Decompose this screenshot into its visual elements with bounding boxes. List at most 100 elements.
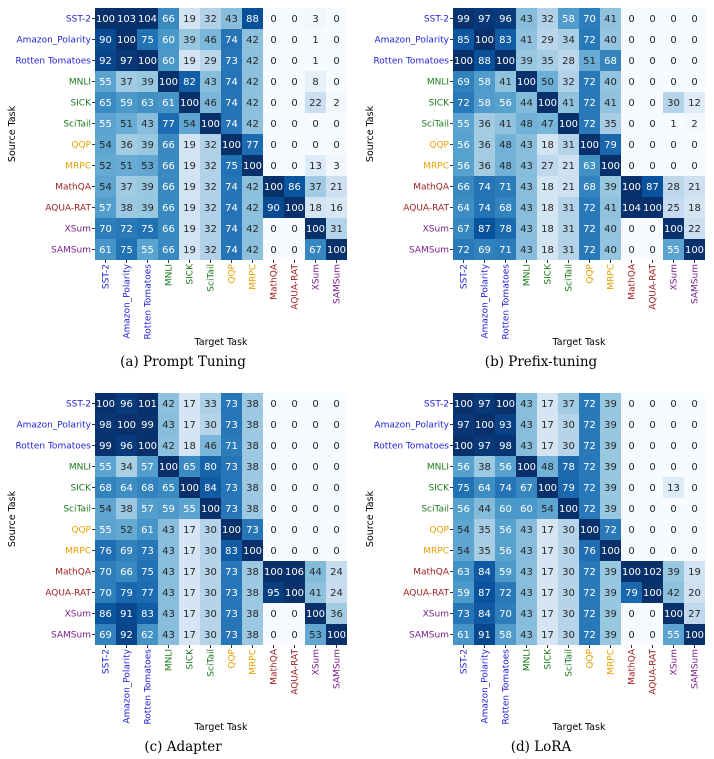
cell-value-label: 104 [138,14,157,25]
cell-value-label: 43 [520,140,533,151]
heatmap-cell [453,498,474,519]
cell-value-label: 39 [667,567,680,578]
heatmap-cell [474,239,495,260]
cell-value-label: 0 [649,420,655,431]
cell-value-label: 43 [520,14,533,25]
cell-value-label: 0 [649,245,655,256]
cell-value-label: 70 [99,588,112,599]
cell-value-label: 73 [225,630,238,641]
heatmap-cell [200,477,221,498]
heatmap-cell [642,155,663,176]
cell-value-label: 0 [649,483,655,494]
cell-value-label: 66 [162,203,175,214]
cell-value-label: 100 [517,462,536,473]
heatmap-cell [179,414,200,435]
cell-value-label: 42 [246,224,259,235]
cell-value-label: 18 [541,140,554,151]
cell-value-label: 0 [670,525,676,536]
heatmap-cell [663,113,684,134]
cell-value-label: 65 [183,462,196,473]
cell-value-label: 73 [141,546,154,557]
cell-value-label: 55 [99,119,112,130]
heatmap-cell [116,218,137,239]
cell-value-label: 31 [330,224,343,235]
heatmap-cell [158,50,179,71]
cell-value-label: 17 [183,399,196,410]
cell-value-label: 83 [225,546,238,557]
heatmap-cell [221,218,242,239]
cell-value-label: 17 [541,630,554,641]
heatmap-cell [179,603,200,624]
x-tick-label: SICK [186,263,196,285]
heatmap-cell [263,456,284,477]
heatmap-cell [600,477,621,498]
heatmap-cell [684,239,705,260]
cell-value-label: 22 [688,224,701,235]
heatmap-cell [200,393,221,414]
heatmap-cell [326,176,347,197]
heatmap-panel-b: 99 97 96 43 32 58 70 41 0 0 0 085 100 83 41 29 34 72 40 0 0 0… [365,8,705,370]
cell-value-label: 0 [291,35,297,46]
cell-value-label: 56 [457,140,470,151]
heatmap-cell [537,92,558,113]
heatmap-cell [158,435,179,456]
heatmap-cell [663,414,684,435]
heatmap-cell [200,603,221,624]
heatmap-cell [642,624,663,645]
y-tick-label: Amazon_Polarity [374,36,449,46]
cell-value-label: 65 [162,483,175,494]
heatmap-cell [516,8,537,29]
cell-value-label: 54 [99,182,112,193]
heatmap-cell [642,8,663,29]
cell-value-label: 19 [183,14,196,25]
y-tick-label: SAMSum [51,246,91,256]
heatmap-cell [474,498,495,519]
cell-value-label: 43 [520,399,533,410]
heatmap-cell [579,393,600,414]
cell-value-label: 0 [691,420,697,431]
panel-caption: (c) Adapter [144,739,222,755]
heatmap-cell [326,435,347,456]
heatmap-cell [284,29,305,50]
heatmap-cell [684,197,705,218]
heatmap-cell [495,414,516,435]
cell-value-label: 42 [246,35,259,46]
heatmap-cell [558,197,579,218]
cell-value-label: 97 [120,56,133,67]
cell-value-label: 100 [685,630,704,641]
cell-value-label: 70 [583,14,596,25]
heatmap-cell [242,414,263,435]
cell-value-label: 41 [499,77,512,88]
heatmap-cell [284,197,305,218]
heatmap-cell [242,540,263,561]
cell-value-label: 101 [138,399,157,410]
cell-value-label: 98 [499,441,512,452]
heatmap-cell [474,519,495,540]
heatmap-cell [158,29,179,50]
heatmap-cell [179,456,200,477]
heatmap-cell [326,498,347,519]
cell-value-label: 93 [499,420,512,431]
heatmap-cell [537,582,558,603]
cell-value-label: 100 [180,98,199,109]
cell-value-label: 0 [291,525,297,536]
heatmap-cell [263,71,284,92]
cell-value-label: 77 [141,588,154,599]
heatmap-cell [537,456,558,477]
heatmap-cell [95,134,116,155]
heatmap-cell [663,603,684,624]
heatmap-cell [158,624,179,645]
cell-value-label: 79 [625,588,638,599]
heatmap-cell [263,498,284,519]
x-tick-label: MRPC [249,649,259,675]
cell-value-label: 17 [541,546,554,557]
heatmap-cell [600,197,621,218]
x-tick-label: Amazon_Polarity [481,648,491,723]
cell-value-label: 59 [499,567,512,578]
heatmap-cell [263,435,284,456]
heatmap-cell [305,519,326,540]
cell-value-label: 0 [670,77,676,88]
heatmap-cell [137,456,158,477]
cell-value-label: 61 [99,245,112,256]
x-tick-label: MRPC [249,264,259,290]
